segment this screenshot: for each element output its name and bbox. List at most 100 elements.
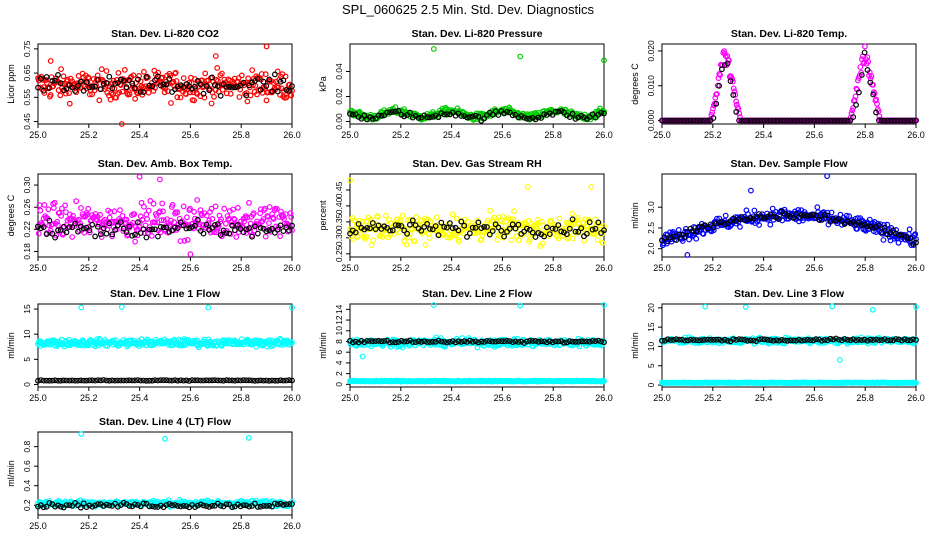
data-point <box>361 339 368 346</box>
data-point <box>55 377 61 384</box>
data-point <box>910 336 916 343</box>
x-tick-label: 25.8 <box>232 521 250 531</box>
data-point <box>56 209 63 216</box>
data-point <box>214 377 221 384</box>
data-point <box>475 339 482 346</box>
data-point <box>64 76 71 83</box>
data-point <box>120 225 127 232</box>
data-point <box>223 377 230 384</box>
data-point <box>598 338 604 345</box>
data-point <box>69 377 76 384</box>
data-point <box>60 73 67 80</box>
x-tick-label: 25.2 <box>80 130 98 140</box>
data-point <box>146 377 153 384</box>
data-point <box>375 112 382 119</box>
data-point <box>422 241 429 248</box>
data-point <box>861 336 868 343</box>
data-point <box>157 377 164 384</box>
data-point <box>704 117 711 124</box>
data-point <box>140 68 147 75</box>
data-point <box>714 91 720 97</box>
y-tick-label: 5 <box>22 357 32 362</box>
data-point <box>549 225 556 232</box>
data-point <box>211 82 218 88</box>
data-point <box>527 236 533 243</box>
y-tick-label: 10 <box>646 341 656 351</box>
y-tick-label: 0.04 <box>334 63 344 80</box>
data-point <box>73 198 80 205</box>
data-point <box>203 212 210 219</box>
data-point <box>41 201 48 208</box>
data-point <box>132 85 138 91</box>
series-1 <box>35 304 295 351</box>
x-tick-label: 25.0 <box>29 263 47 273</box>
x-tick-label: 25.4 <box>131 393 149 403</box>
data-point <box>836 336 842 343</box>
data-point <box>741 217 748 223</box>
data-point <box>381 223 388 230</box>
data-point <box>149 83 156 90</box>
data-point <box>217 92 224 99</box>
data-point <box>481 115 488 122</box>
data-point <box>412 222 419 229</box>
data-point <box>49 230 56 237</box>
data-point <box>97 211 103 218</box>
data-point <box>804 117 811 124</box>
data-point <box>116 89 123 96</box>
data-point <box>375 222 382 229</box>
data-point <box>853 101 859 108</box>
data-point <box>398 337 405 344</box>
data-point <box>870 224 877 231</box>
data-point <box>761 336 768 343</box>
data-point <box>63 377 70 384</box>
data-point <box>501 233 508 240</box>
data-point <box>109 85 116 92</box>
data-point <box>548 218 555 225</box>
data-point <box>784 117 791 124</box>
data-point <box>586 338 593 345</box>
data-point <box>444 339 450 346</box>
data-point <box>719 337 725 344</box>
data-point <box>896 117 902 124</box>
data-point <box>784 212 791 219</box>
data-point <box>801 337 808 344</box>
data-point <box>767 337 774 344</box>
data-point <box>748 187 754 194</box>
data-point <box>211 377 218 384</box>
data-point <box>896 336 902 343</box>
data-point <box>262 233 269 240</box>
data-point <box>906 226 913 233</box>
data-point <box>517 302 524 309</box>
data-point <box>575 228 582 235</box>
data-point <box>134 502 141 508</box>
data-point <box>206 377 213 384</box>
data-point <box>154 73 161 80</box>
data-point <box>453 215 460 222</box>
data-point <box>773 117 780 124</box>
data-point <box>733 217 740 224</box>
data-point <box>601 57 607 64</box>
data-point <box>163 224 170 231</box>
data-point <box>43 377 50 384</box>
data-point <box>801 212 808 219</box>
x-tick-label: 25.0 <box>29 521 47 531</box>
data-point <box>659 237 665 244</box>
data-point <box>372 226 379 233</box>
data-point <box>392 222 399 229</box>
y-tick-label: 15 <box>646 322 656 332</box>
data-point <box>246 377 253 384</box>
data-point <box>439 232 446 239</box>
data-point <box>43 231 50 238</box>
data-point <box>40 377 47 384</box>
data-point <box>392 339 399 346</box>
data-point <box>152 377 158 384</box>
data-point <box>40 87 47 94</box>
data-point <box>119 88 126 95</box>
data-point <box>169 201 176 208</box>
y-tick-label: 0.010 <box>646 75 656 97</box>
data-point <box>449 338 456 345</box>
data-point <box>464 339 470 345</box>
data-point <box>747 117 754 124</box>
series-1 <box>347 177 607 250</box>
data-point <box>347 110 353 117</box>
